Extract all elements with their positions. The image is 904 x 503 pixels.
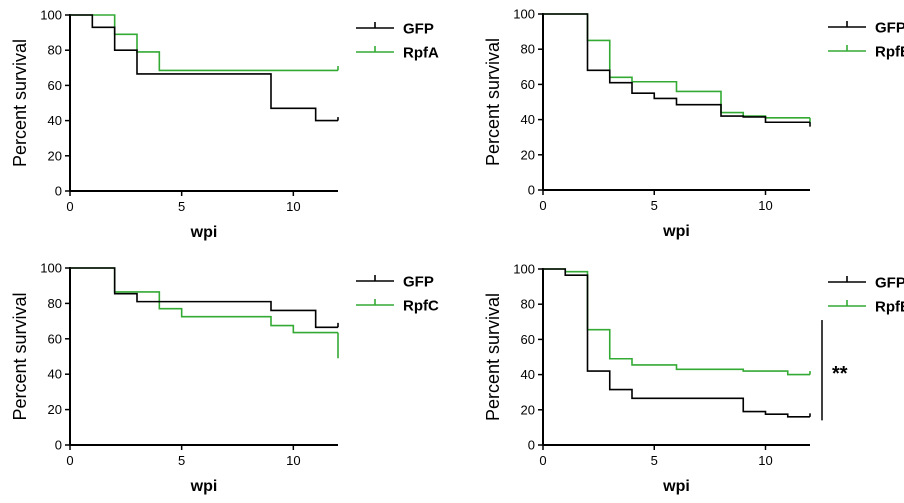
survival-curve-rpfc <box>70 267 338 334</box>
x-tick-label: 10 <box>758 198 772 213</box>
y-axis-title: Percent survival <box>483 38 503 166</box>
x-axis-title: wpi <box>190 224 218 241</box>
y-tick-label: 0 <box>55 184 62 199</box>
survival-panel-rpfc: 0 20 40 60 80 100 0 5 10 wpi Percent survival GFP Rp… <box>0 249 452 498</box>
legend-label-gfp: GFP <box>403 274 434 291</box>
y-tick-label: 100 <box>513 262 535 277</box>
y-tick-label: 20 <box>48 402 62 417</box>
y-tick-label: 40 <box>521 367 535 382</box>
x-tick-label: 0 <box>66 453 73 468</box>
y-axis-title: Percent survival <box>10 292 30 420</box>
y-tick-label: 20 <box>521 402 535 417</box>
legend-label-gfp: GFP <box>875 20 904 37</box>
y-tick-label: 100 <box>40 261 62 276</box>
y-tick-label: 20 <box>521 147 535 162</box>
y-tick-label: 0 <box>55 438 62 453</box>
x-tick-label: 5 <box>178 199 185 214</box>
survival-curve-gfp <box>70 14 338 122</box>
legend-label-gfp: GFP <box>403 21 434 38</box>
y-axis-title: Percent survival <box>483 293 503 421</box>
x-tick-label: 5 <box>178 453 185 468</box>
x-tick-label: 0 <box>66 199 73 214</box>
survival-curve-gfp <box>543 13 810 124</box>
y-tick-label: 0 <box>528 183 535 198</box>
survival-chart-rpfb: 0 20 40 60 80 100 0 5 10 wpi Percent survival GFP Rp… <box>483 7 904 241</box>
legend-label-rpfe: RpfE <box>875 299 904 316</box>
y-tick-label: 80 <box>48 43 62 58</box>
y-tick-label: 40 <box>48 367 62 382</box>
y-tick-label: 60 <box>521 77 535 92</box>
y-tick-label: 100 <box>40 8 62 23</box>
survival-chart-rpfa: 0 20 40 60 80 100 0 5 10 wpi Percent survival GFP Rp… <box>10 8 439 242</box>
y-tick-label: 80 <box>48 296 62 311</box>
survival-curve-rpfa <box>70 14 338 72</box>
survival-curve-rpfe <box>543 268 810 376</box>
legend-label-rpfa: RpfA <box>403 45 439 62</box>
y-tick-label: 60 <box>48 331 62 346</box>
legend-label-rpfb: RpfB <box>875 44 904 61</box>
legend-label-rpfc: RpfC <box>403 298 439 315</box>
x-tick-label: 0 <box>539 198 546 213</box>
survival-curve-rpfb <box>543 13 810 119</box>
y-tick-label: 40 <box>48 113 62 128</box>
y-tick-label: 20 <box>48 148 62 163</box>
x-tick-label: 5 <box>651 198 658 213</box>
y-tick-label: 80 <box>521 42 535 57</box>
survival-chart-rpfe: 0 20 40 60 80 100 0 5 10 wpi Percent survival GFP Rp… <box>483 262 904 496</box>
x-axis-title: wpi <box>662 478 690 495</box>
x-axis-title: wpi <box>190 478 218 495</box>
survival-panel-rpfb: 0 20 40 60 80 100 0 5 10 wpi Percent survival GFP Rp… <box>452 0 904 249</box>
significance-annotation: ** <box>832 363 848 385</box>
y-axis-title: Percent survival <box>10 39 30 167</box>
legend-label-gfp: GFP <box>875 275 904 292</box>
y-tick-label: 80 <box>521 297 535 312</box>
survival-panel-rpfa: 0 20 40 60 80 100 0 5 10 wpi Percent survival GFP Rp… <box>0 0 452 249</box>
y-tick-label: 40 <box>521 112 535 127</box>
y-tick-label: 60 <box>521 332 535 347</box>
y-tick-label: 100 <box>513 7 535 22</box>
survival-curve-gfp <box>70 267 338 329</box>
x-tick-label: 0 <box>539 453 546 468</box>
y-tick-label: 60 <box>48 78 62 93</box>
survival-panel-rpfe: 0 20 40 60 80 100 0 5 10 wpi Percent survival GFP Rp… <box>452 249 904 498</box>
survival-chart-rpfc: 0 20 40 60 80 100 0 5 10 wpi Percent survival GFP Rp… <box>10 261 439 496</box>
x-axis-title: wpi <box>662 223 690 240</box>
x-tick-label: 10 <box>286 453 300 468</box>
y-tick-label: 0 <box>528 438 535 453</box>
x-tick-label: 10 <box>286 199 300 214</box>
x-tick-label: 10 <box>758 453 772 468</box>
survival-curve-gfp <box>543 268 810 418</box>
x-tick-label: 5 <box>651 453 658 468</box>
